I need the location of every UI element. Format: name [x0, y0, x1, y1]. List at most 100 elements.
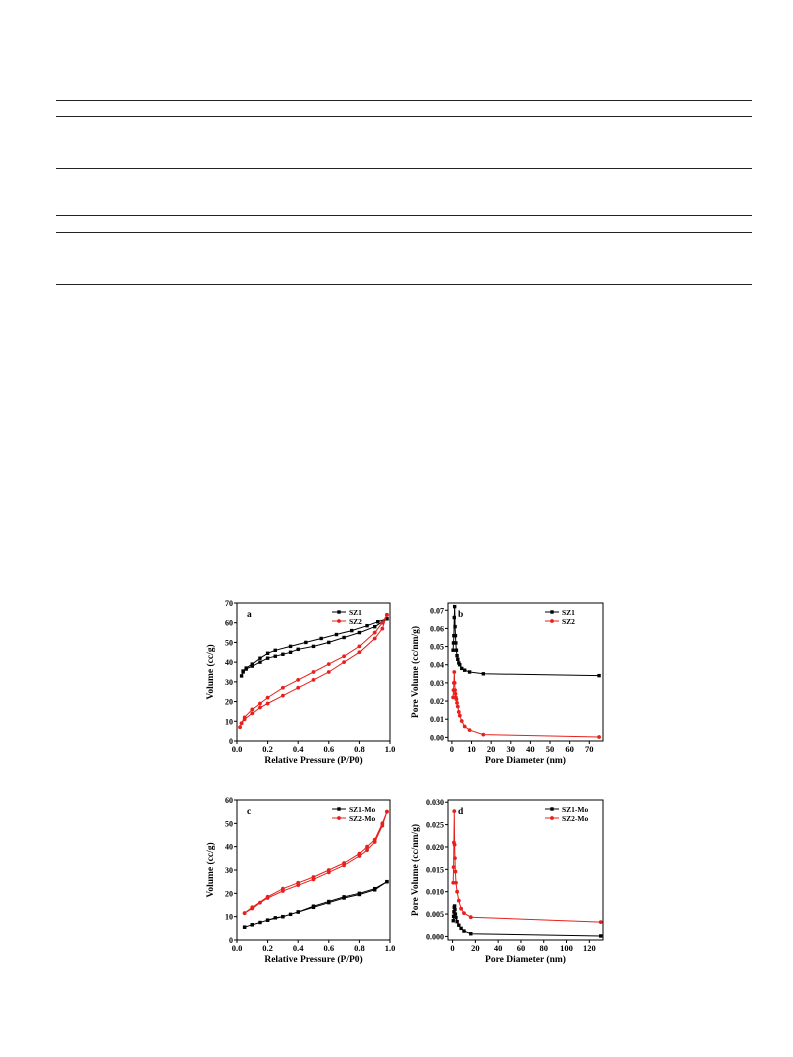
data-point [454, 648, 459, 652]
data-point [311, 875, 316, 879]
data-point [357, 650, 362, 655]
data-point [319, 636, 323, 641]
data-point [467, 728, 472, 733]
data-point [326, 662, 331, 667]
data-point [326, 670, 331, 674]
legend-label: SZ1-Mo [349, 805, 376, 814]
data-point [597, 735, 601, 739]
data-point [385, 612, 389, 617]
y-axis-label: Volume (cc/g) [205, 842, 216, 897]
data-point [460, 666, 464, 671]
x-tick-label: 0.8 [354, 744, 365, 754]
plot-frame [447, 799, 604, 941]
x-tick-label: 0 [450, 943, 454, 953]
x-axis-label: Pore Diameter (nm) [485, 755, 566, 766]
x-tick-label: 0.6 [323, 943, 334, 953]
data-point [281, 685, 285, 690]
data-point [372, 837, 377, 842]
data-point [265, 651, 270, 655]
data-point [311, 644, 316, 649]
data-point [250, 905, 255, 910]
x-tick-label: 50 [546, 744, 555, 754]
data-point [376, 620, 380, 624]
data-point [385, 879, 389, 884]
data-point [250, 923, 254, 927]
data-point [459, 926, 463, 931]
y-tick-label: 20 [225, 889, 233, 898]
data-point [242, 925, 247, 929]
data-point [380, 620, 385, 625]
y-tick-label: 0.015 [426, 865, 444, 874]
series-SZ1-Mo [242, 879, 389, 929]
data-point [258, 656, 262, 660]
x-tick-label: 70 [585, 744, 594, 754]
data-point [481, 672, 486, 676]
data-point [334, 632, 339, 637]
data-point [467, 670, 472, 674]
data-point [342, 654, 346, 659]
data-point [452, 670, 457, 674]
table-header-rule [56, 232, 752, 233]
data-point [258, 900, 262, 905]
data-point [451, 865, 456, 869]
y-tick-label: 60 [225, 796, 233, 805]
data-point [365, 844, 369, 849]
data-point [454, 915, 458, 920]
y-tick-label: 0.05 [430, 643, 444, 652]
data-point [459, 719, 464, 723]
data-point [453, 912, 458, 916]
figure-canvas: 0.0 0.2 0.4 0.6 0.8 1.0 0 10 20 30 40 50 60 70 Relativ… [205, 599, 604, 965]
series-SZ2 [238, 612, 389, 730]
y-tick-label: 0.04 [430, 661, 444, 670]
data-point [365, 623, 369, 628]
data-point [457, 713, 462, 718]
legend-marker [337, 816, 341, 820]
legend-marker [550, 610, 554, 614]
data-point [296, 677, 301, 682]
panel-label: c [247, 807, 251, 817]
x-tick-label: 100 [560, 943, 573, 953]
plot-frame [447, 602, 604, 742]
table-top-rule [56, 215, 752, 216]
data-point [455, 653, 459, 658]
chart-panel-d: 0 20 40 60 80 100 120 0.000 0.005 0.010 0.015 0.020… [410, 798, 604, 965]
data-point [327, 899, 331, 904]
data-point [281, 652, 285, 656]
panel-label: a [247, 610, 252, 620]
data-point [456, 710, 461, 714]
data-point [258, 701, 262, 706]
data-point [454, 641, 458, 645]
data-point [380, 821, 385, 826]
data-point [453, 869, 458, 874]
data-point [455, 919, 459, 924]
x-tick-label: 0.0 [232, 744, 243, 754]
legend-label: SZ2-Mo [349, 814, 376, 823]
y-tick-label: 20 [225, 698, 233, 707]
y-axis-label: Volume (cc/g) [205, 644, 216, 699]
chart-panel-b: 0 10 20 30 40 50 60 70 0.00 0.01 0.02 0.03 0.04 0.05 0… [410, 602, 604, 766]
data-point [452, 910, 456, 914]
x-tick-label: 20 [471, 943, 480, 953]
data-point [385, 809, 389, 814]
legend-marker [550, 619, 554, 623]
data-point [455, 700, 459, 705]
x-axis-label: Relative Pressure (P/P0) [264, 755, 362, 766]
panel-label: d [458, 807, 464, 817]
data-point [458, 663, 462, 667]
x-tick-label: 60 [565, 744, 574, 754]
legend-marker [550, 816, 554, 820]
data-point [357, 851, 362, 856]
data-point [451, 695, 456, 700]
y-tick-label: 0 [229, 936, 233, 945]
data-point [244, 666, 248, 670]
legend-label: SZ2 [562, 617, 575, 626]
data-point [258, 660, 262, 664]
y-tick-label: 0.005 [426, 910, 444, 919]
series-line [244, 811, 388, 914]
data-point [357, 630, 362, 635]
legend-marker [337, 619, 341, 623]
data-point [372, 636, 377, 641]
data-point [373, 886, 377, 891]
data-point [452, 809, 457, 814]
data-point [451, 880, 456, 885]
